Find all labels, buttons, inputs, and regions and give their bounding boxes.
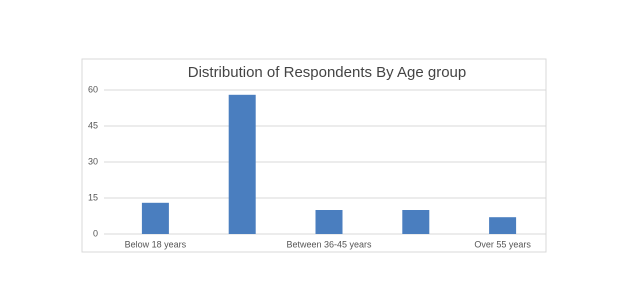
y-tick-label: 60 [88,84,98,94]
bar [489,217,517,234]
x-tick-label: Between 36-45 years [286,239,372,249]
x-tick-label: Over 55 years [474,239,531,249]
bar [402,210,430,234]
bar [315,210,343,234]
x-tick-label: Below 18 years [125,239,187,249]
y-tick-label: 45 [88,120,98,130]
bar [141,202,169,234]
y-tick-label: 15 [88,192,98,202]
y-tick-label: 30 [88,156,98,166]
chart-title: Distribution of Respondents By Age group [188,64,467,81]
y-tick-label: 0 [93,228,98,238]
bar [228,94,256,234]
